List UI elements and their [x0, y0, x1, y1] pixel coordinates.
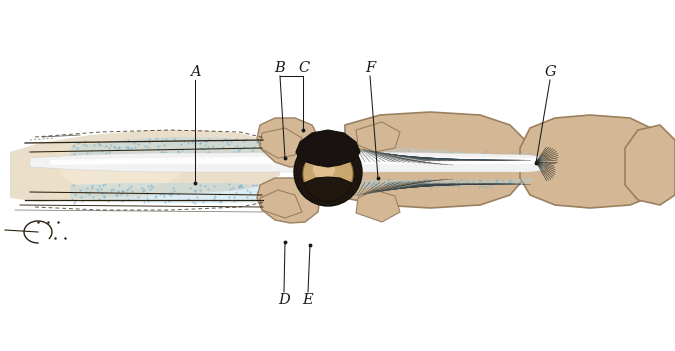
Polygon shape	[30, 152, 545, 172]
Polygon shape	[260, 128, 302, 158]
Polygon shape	[356, 122, 400, 152]
Polygon shape	[70, 183, 280, 203]
Polygon shape	[625, 125, 675, 205]
Circle shape	[303, 149, 353, 199]
Polygon shape	[304, 177, 352, 202]
Polygon shape	[10, 130, 280, 202]
Polygon shape	[257, 118, 320, 167]
Polygon shape	[257, 178, 320, 223]
Polygon shape	[360, 178, 535, 188]
Polygon shape	[345, 112, 530, 208]
Polygon shape	[296, 130, 360, 167]
Text: E: E	[302, 293, 313, 307]
Circle shape	[294, 138, 362, 206]
Text: C: C	[298, 61, 310, 75]
Text: D: D	[278, 293, 290, 307]
Polygon shape	[70, 137, 280, 158]
Polygon shape	[520, 115, 668, 208]
Polygon shape	[360, 148, 535, 168]
Text: G: G	[544, 65, 556, 79]
Ellipse shape	[60, 154, 180, 190]
Text: A: A	[190, 65, 200, 79]
Polygon shape	[260, 190, 302, 218]
Ellipse shape	[15, 142, 185, 202]
Text: F: F	[365, 61, 375, 75]
Polygon shape	[50, 157, 545, 165]
Polygon shape	[356, 190, 400, 222]
Circle shape	[313, 158, 335, 180]
Text: B: B	[275, 61, 286, 75]
